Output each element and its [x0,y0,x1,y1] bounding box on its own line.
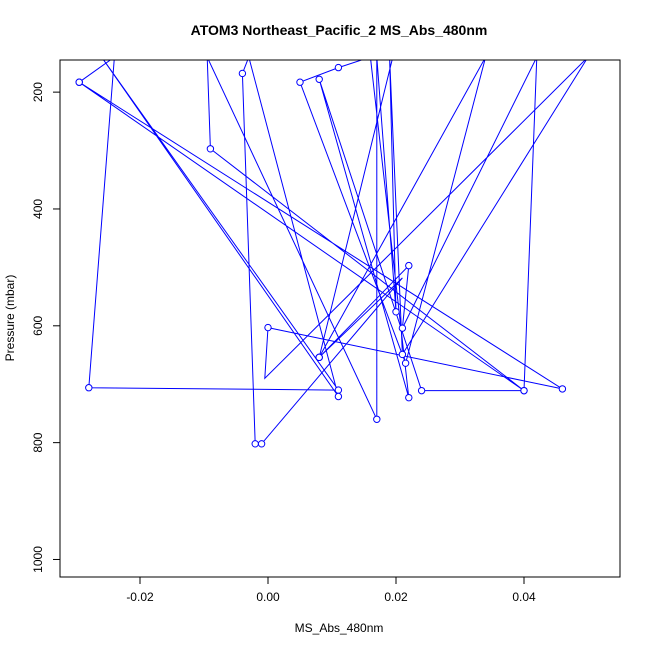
data-point [75,78,83,86]
plot-frame [59,59,621,578]
data-point [520,386,528,395]
x-tick-label: 0.00 [256,590,280,604]
x-axis: -0.02 0.00 0.02 0.04 [126,577,536,604]
data-point [558,385,567,393]
data-point [398,350,407,359]
series-layer [75,60,587,448]
x-axis-label: MS_Abs_480nm [295,621,384,635]
data-point [334,392,343,401]
x-tick-label: 0.02 [384,590,408,604]
y-tick-label: 200 [31,82,45,102]
y-tick-label: 400 [31,199,45,219]
y-tick-label: 800 [31,432,45,452]
data-point [296,78,304,86]
plot-area [75,60,587,448]
data-point [264,323,272,332]
data-point [401,359,410,367]
data-point [398,324,407,332]
data-point [334,63,343,72]
data-point [315,353,323,362]
x-tick-label: -0.02 [126,590,154,604]
data-point [85,384,93,392]
y-axis-label: Pressure (mbar) [3,275,17,362]
data-point [206,145,215,153]
data-point [257,440,266,448]
y-axis: 200 400 600 800 1000 [31,82,60,573]
data-point [405,261,413,270]
data-point [251,440,259,448]
data-point [238,69,247,78]
y-tick-label: 1000 [31,546,45,573]
series-line [78,60,587,445]
data-point [334,386,343,394]
chart-title: ATOM3 Northeast_Pacific_2 MS_Abs_480nm [191,22,488,38]
data-point [417,386,426,395]
y-tick-label: 600 [31,315,45,335]
data-point [315,75,323,83]
x-tick-label: 0.04 [512,590,536,604]
data-point [392,308,400,316]
data-point [405,393,413,402]
data-point [373,415,381,423]
